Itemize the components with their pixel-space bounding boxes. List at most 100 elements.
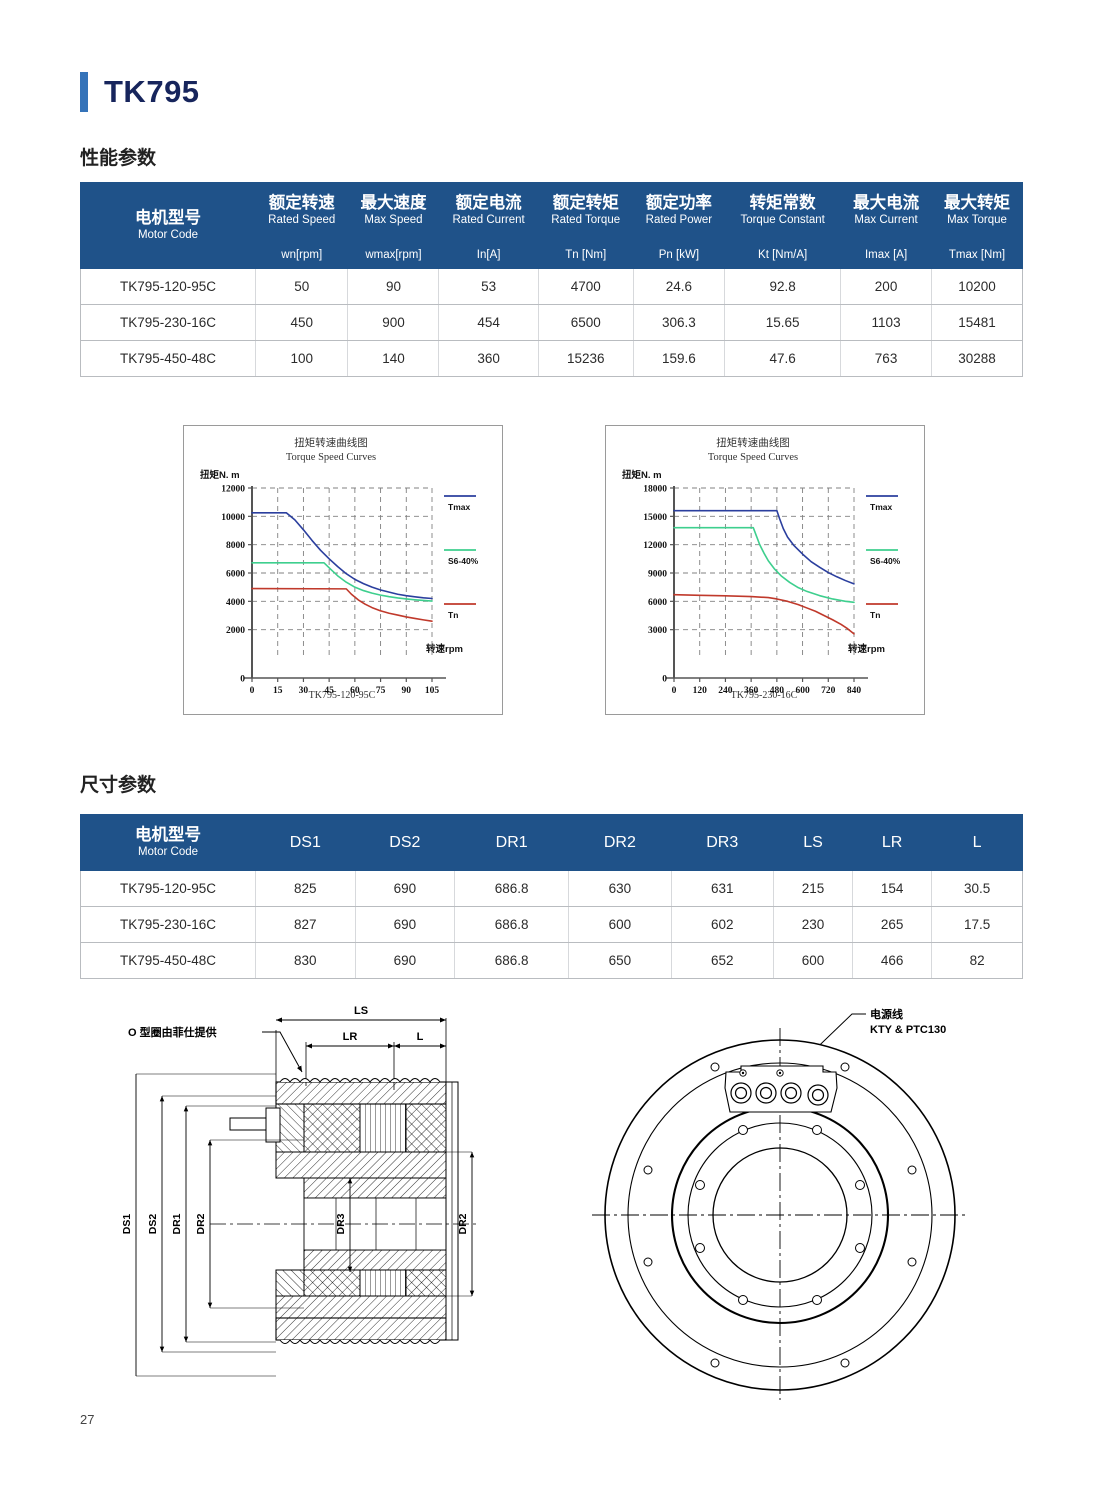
performance-table-body: TK795-120-95C 50 90 53 4700 24.6 92.8 20… (80, 268, 1023, 377)
x-tick-label: 90 (402, 686, 412, 696)
x-tick-label: 30 (299, 686, 309, 696)
cell-value: 686.8 (454, 906, 570, 943)
cell-value: 630 (568, 870, 672, 907)
section-body-top (229, 1078, 447, 1179)
cell-value: 360 (438, 340, 539, 377)
cell-value: 690 (354, 906, 456, 943)
chart-2-svg: 扭矩转速曲线图 Torque Speed Curves 扭矩N. m 转速rpm TK7… (622, 436, 901, 701)
dimension-header-row: 电机型号 Motor Code DS1 DS2 DR1 DR2 DR3 LS L… (80, 814, 1023, 871)
outer-bolt-holes (643, 1062, 917, 1368)
label-dr3: DR3 (335, 1213, 347, 1234)
cell-value: 830 (255, 942, 356, 979)
cell-value: 600 (568, 906, 672, 943)
y-tick-label: 8000 (226, 541, 245, 551)
column-header-ds2: DS2 (354, 814, 456, 871)
y-tick-label: 15000 (643, 513, 667, 523)
chart-caption: TK795-230-16C (731, 690, 798, 701)
column-header-rated-speed: 额定转速 Rated Speed (254, 182, 349, 239)
table-row: TK795-450-48C 100 140 360 15236 159.6 47… (80, 340, 1023, 377)
chart-subtitle: Torque Speed Curves (286, 452, 376, 463)
dimension-parameters-table: 电机型号 Motor Code DS1 DS2 DR1 DR2 DR3 LS L… (80, 814, 1023, 979)
diameter-dimensions-left: DS1 DS2 DR1 DR2 (121, 1073, 304, 1377)
series-line-tn (251, 587, 433, 622)
performance-parameters-table: 电机型号 Motor Code 额定转速 Rated Speed 最大速度 Ma… (80, 182, 1023, 377)
cell-value: 6500 (537, 304, 634, 341)
y-tick-label: 9000 (648, 570, 667, 580)
x-tick-label: 600 (795, 686, 810, 696)
cell-value: 15236 (537, 340, 634, 377)
oring-annotation: O 型圈由菲仕提供 (128, 1025, 303, 1073)
technical-drawing-section: O 型圈由菲仕提供 LS LR L (80, 1000, 1023, 1402)
performance-header-row-main: 电机型号 Motor Code 额定转速 Rated Speed 最大速度 Ma… (80, 182, 1023, 269)
performance-header-row-units: wn[rpm] wmax[rpm] In[A] Tn [Nm] Pn [kW] … (81, 238, 1023, 269)
series-line-tn (673, 593, 855, 635)
cell-value: 140 (347, 340, 440, 377)
x-tick-label: 60 (350, 686, 360, 696)
x-tick-label: 120 (693, 686, 708, 696)
y-tick-label: 6000 (648, 598, 667, 608)
cell-value: 690 (354, 870, 456, 907)
cell-value: 15481 (931, 304, 1023, 341)
unit-header-rated-current: In[A] (438, 238, 539, 269)
section-heading-dimension: 尺寸参数 (80, 775, 157, 796)
label-dr2-left: DR2 (195, 1213, 207, 1234)
legend-label-tn: Tn (448, 610, 458, 620)
column-header-motor-code: 电机型号 Motor Code (80, 814, 256, 871)
cell-value: 763 (840, 340, 933, 377)
x-tick-label: 360 (744, 686, 759, 696)
x-tick-label: 45 (324, 686, 334, 696)
section-rotor (303, 1081, 459, 1341)
column-header-max-current: 最大电流 Max Current (840, 182, 933, 239)
unit-header-max-current: Imax [A] (840, 238, 933, 269)
cell-model: TK795-120-95C (80, 870, 256, 907)
chart-title: 扭矩转速曲线图 (716, 436, 790, 449)
column-header-max-torque: 最大转矩 Max Torque (931, 182, 1023, 239)
cell-value: 47.6 (724, 340, 842, 377)
dimension-table-body: TK795-120-95C 825 690 686.8 630 631 215 … (80, 870, 1023, 979)
cell-value: 230 (772, 906, 854, 943)
oring-note-text: O 型圈由菲仕提供 (128, 1025, 217, 1039)
x-tick-label: 0 (250, 686, 255, 696)
cell-value: 827 (255, 906, 356, 943)
front-view: 电源线 KTY & PTC130 (592, 1007, 968, 1402)
cell-value: 690 (354, 942, 456, 979)
chart-1-svg: 扭矩转速曲线图 Torque Speed Curves 扭矩N. m 转速rpm TK7… (200, 436, 479, 701)
page-title: TK795 (104, 74, 200, 109)
column-header-dr3: DR3 (670, 814, 774, 871)
cell-model: TK795-230-16C (80, 906, 256, 943)
cell-value: 15.65 (724, 304, 842, 341)
chart-xlabel: 转速rpm (848, 643, 885, 655)
column-header-max-speed: 最大速度 Max Speed (347, 182, 440, 239)
cell-value: 4700 (537, 268, 634, 305)
unit-header-rated-torque: Tn [Nm] (537, 238, 634, 269)
label-lr: LR (343, 1031, 358, 1043)
y-tick-label: 10000 (221, 513, 245, 523)
x-tick-label: 15 (273, 686, 283, 696)
table-row: TK795-230-16C 450 900 454 6500 306.3 15.… (80, 304, 1023, 341)
cell-value: 215 (772, 870, 854, 907)
label-ds2: DS2 (147, 1214, 159, 1235)
cell-value: 265 (852, 906, 933, 943)
cell-value: 100 (254, 340, 349, 377)
cell-value: 650 (568, 942, 672, 979)
x-tick-label: 480 (770, 686, 785, 696)
cell-value: 1103 (840, 304, 933, 341)
y-tick-label: 12000 (221, 485, 245, 495)
y-tick-label: 6000 (226, 570, 245, 580)
torque-speed-chart-1: 扭矩转速曲线图 Torque Speed Curves 扭矩N. m 转速rpm TK7… (183, 425, 503, 715)
cell-value: 24.6 (632, 268, 726, 305)
series-line-tmax (251, 511, 433, 600)
chart-ylabel: 扭矩N. m (622, 469, 662, 481)
inner-bolt-holes (695, 1125, 865, 1305)
table-row: TK795-120-95C 825 690 686.8 630 631 215 … (80, 870, 1023, 907)
table-row: TK795-120-95C 50 90 53 4700 24.6 92.8 20… (80, 268, 1023, 305)
label-dr1: DR1 (171, 1213, 183, 1234)
x-tick-label: 720 (821, 686, 836, 696)
column-header-torque-constant: 转矩常数 Torque Constant (724, 182, 842, 239)
y-tick-label: 0 (240, 675, 245, 685)
section-body-bottom (275, 1269, 447, 1344)
column-header-dr2: DR2 (568, 814, 672, 871)
label-l: L (417, 1031, 424, 1043)
cell-value: 17.5 (931, 906, 1023, 943)
section-heading-performance: 性能参数 (80, 148, 157, 169)
